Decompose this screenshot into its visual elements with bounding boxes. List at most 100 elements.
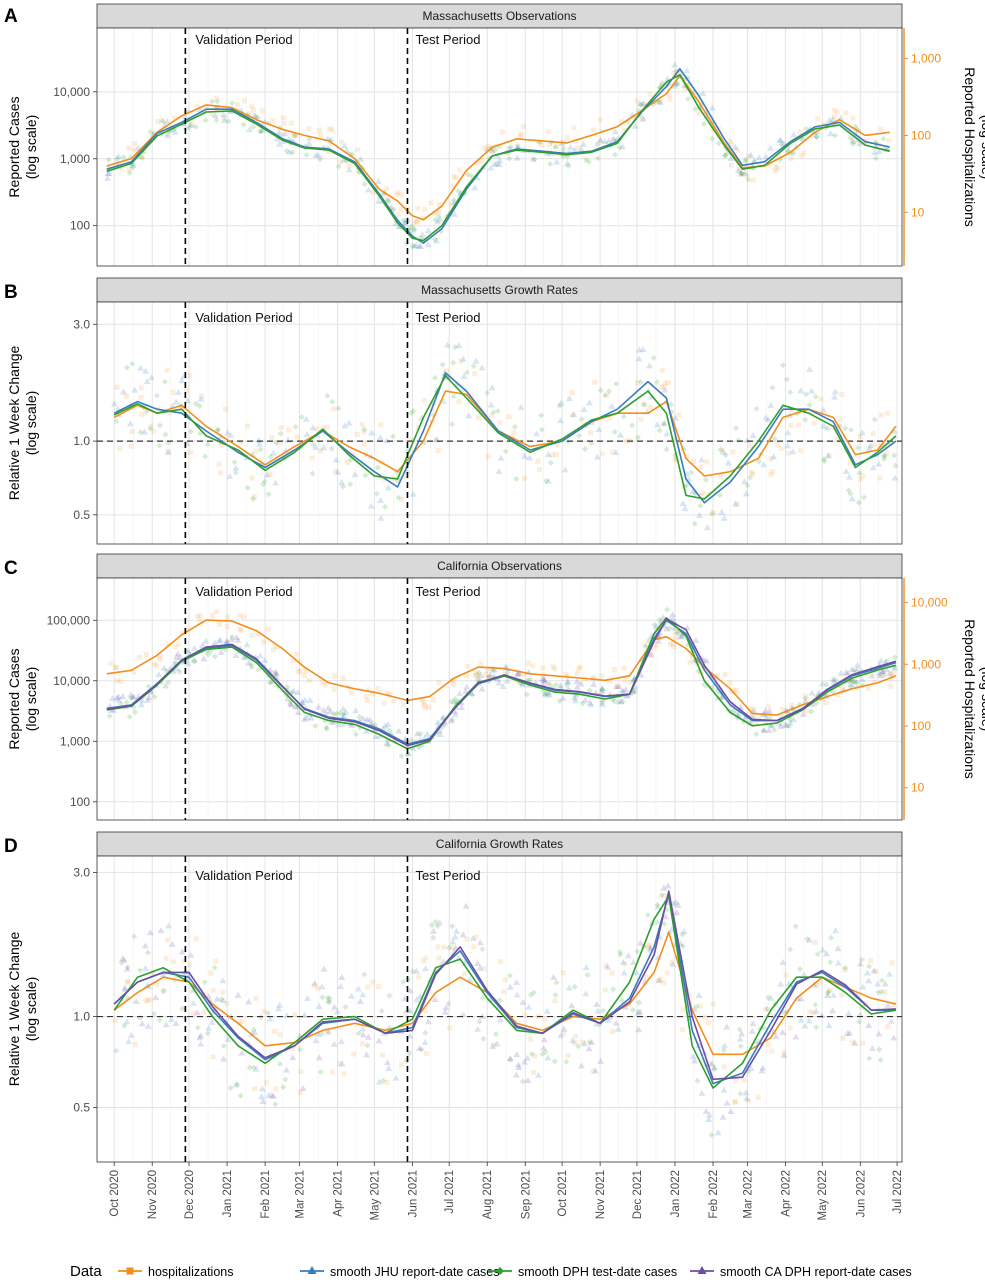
scatter-point <box>777 722 785 729</box>
scatter-point <box>211 639 219 646</box>
scatter-point <box>723 1099 731 1106</box>
scatter-point <box>272 1028 278 1034</box>
scatter-point <box>661 384 667 390</box>
scatter-point <box>797 995 805 1002</box>
scatter-point <box>399 1061 405 1067</box>
scatter-point <box>814 951 821 958</box>
right-axis-tick-label: 10 <box>911 781 925 795</box>
scatter-point <box>828 934 835 941</box>
scatter-point <box>773 164 779 170</box>
scatter-point <box>565 162 572 169</box>
scatter-point <box>849 137 857 144</box>
scatter-point <box>544 450 552 457</box>
scatter-point <box>882 989 888 995</box>
scatter-point <box>517 133 523 139</box>
scatter-point <box>559 694 567 701</box>
scatter-point <box>131 147 137 153</box>
scatter-point <box>598 685 606 692</box>
scatter-point <box>224 614 230 620</box>
scatter-point <box>573 1033 579 1039</box>
scatter-point <box>656 978 662 984</box>
scatter-point <box>145 683 152 690</box>
scatter-point <box>411 220 417 226</box>
scatter-point <box>479 946 486 953</box>
scatter-point <box>639 115 647 122</box>
scatter-point <box>292 1012 298 1018</box>
scatter-point <box>436 216 444 223</box>
scatter-point <box>113 694 121 701</box>
scatter-point <box>663 430 671 437</box>
scatter-point <box>410 242 418 249</box>
scatter-point <box>818 680 826 687</box>
scatter-point <box>760 727 767 734</box>
scatter-point <box>864 138 870 144</box>
scatter-point <box>475 669 482 676</box>
scatter-point <box>819 946 827 953</box>
scatter-point <box>496 157 504 164</box>
y-axis-label-line: Reported Cases <box>6 96 22 197</box>
scatter-point <box>320 679 326 685</box>
scatter-point <box>719 447 725 453</box>
scatter-point <box>531 156 538 163</box>
scatter-point <box>441 944 447 950</box>
scatter-point <box>785 711 791 717</box>
scatter-point <box>257 1093 265 1100</box>
scatter-point <box>787 1025 793 1031</box>
scatter-point <box>803 693 809 699</box>
scatter-point <box>374 197 382 204</box>
legend-label: smooth DPH test-date cases <box>518 1265 677 1279</box>
scatter-point <box>409 968 416 975</box>
scatter-point <box>627 679 633 685</box>
scatter-point <box>478 364 486 371</box>
scatter-point <box>349 690 355 696</box>
scatter-point <box>234 636 242 643</box>
scatter-point <box>744 173 750 179</box>
scatter-point <box>341 142 349 149</box>
scatter-point <box>806 365 814 372</box>
scatter-point <box>139 154 145 160</box>
scatter-point <box>174 388 182 395</box>
scatter-point <box>570 412 576 418</box>
scatter-point <box>355 1030 362 1037</box>
scatter-point <box>126 169 133 176</box>
scatter-point <box>569 1037 577 1044</box>
scatter-point <box>679 931 686 938</box>
validation-period-label: Validation Period <box>195 32 292 47</box>
scatter-point <box>659 367 665 373</box>
scatter-point <box>466 976 474 983</box>
scatter-point <box>223 429 231 436</box>
scatter-point <box>748 711 754 717</box>
scatter-point <box>281 130 289 137</box>
scatter-point <box>331 673 337 679</box>
x-tick-label: Apr 2022 <box>780 1170 792 1217</box>
scatter-point <box>812 939 818 945</box>
scatter-point <box>471 184 479 191</box>
scatter-point <box>750 177 756 183</box>
scatter-point <box>670 624 678 631</box>
scatter-point <box>576 666 582 672</box>
scatter-point <box>231 459 238 466</box>
scatter-point <box>877 1057 884 1064</box>
scatter-point <box>163 132 171 139</box>
scatter-point <box>524 1054 532 1061</box>
scatter-point <box>831 388 839 395</box>
scatter-point <box>550 664 556 670</box>
scatter-point <box>487 671 495 678</box>
scatter-point <box>391 698 397 704</box>
scatter-point <box>337 1038 345 1045</box>
y-axis-label-line: Reported Cases <box>6 648 22 749</box>
scatter-point <box>129 693 137 700</box>
scatter-point <box>303 151 310 158</box>
scatter-point <box>764 416 772 423</box>
scatter-point <box>468 689 476 696</box>
scatter-point <box>507 1056 514 1063</box>
scatter-point <box>503 677 511 684</box>
scatter-point <box>821 458 828 465</box>
y-tick-label: 100 <box>70 219 90 233</box>
scatter-point <box>323 725 330 732</box>
scatter-point <box>590 1068 596 1074</box>
scatter-point <box>204 651 211 658</box>
scatter-point <box>608 403 616 410</box>
scatter-point <box>414 219 420 225</box>
scatter-point <box>201 979 208 986</box>
